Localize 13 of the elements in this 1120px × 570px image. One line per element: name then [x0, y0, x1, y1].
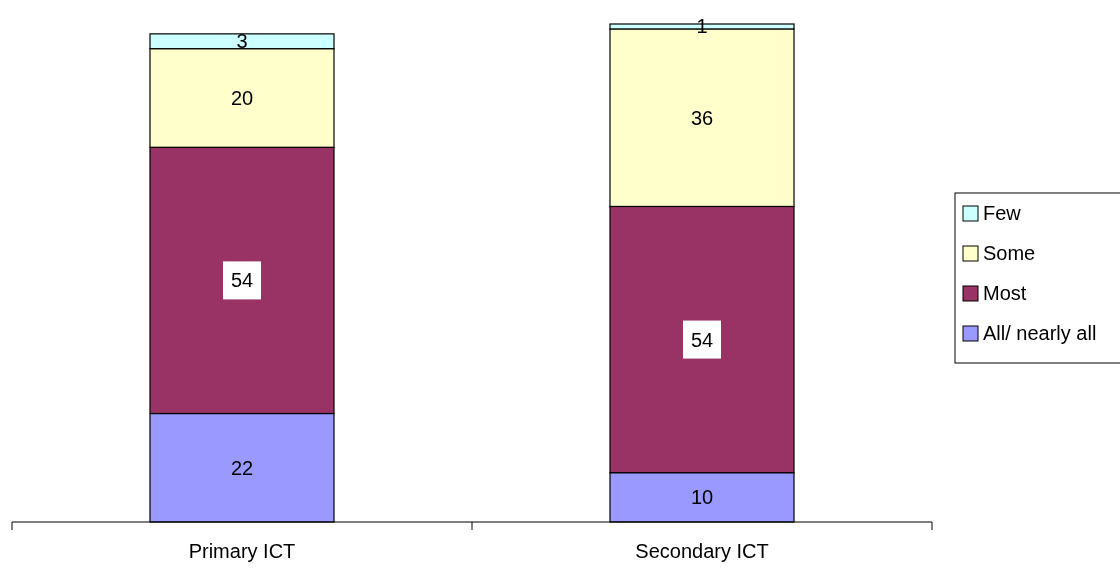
data-label: 36: [690, 106, 714, 129]
data-label: 22: [230, 456, 254, 479]
legend-label: Few: [983, 202, 1022, 224]
data-label: 10: [690, 486, 714, 509]
legend-label: Most: [983, 282, 1027, 304]
data-label: 54: [230, 269, 254, 292]
legend-label: Some: [983, 242, 1036, 264]
x-tick-label: Primary ICT: [188, 540, 296, 562]
data-label: 20: [230, 86, 254, 109]
legend-label: All/ nearly all: [983, 322, 1097, 344]
data-label: 54: [690, 328, 714, 351]
x-tick-label: Secondary ICT: [635, 540, 769, 562]
data-label: 3: [236, 30, 248, 53]
